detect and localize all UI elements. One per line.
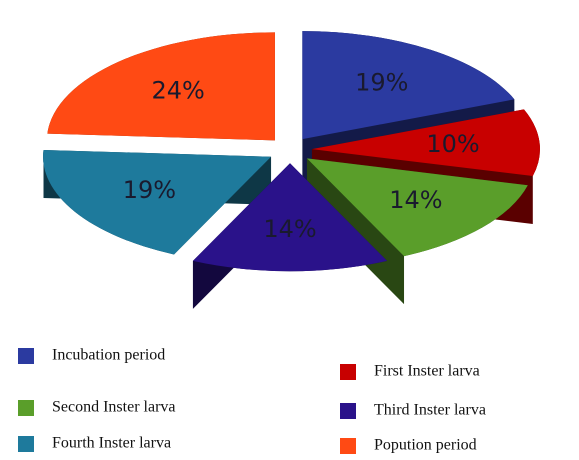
legend-swatch <box>340 364 356 380</box>
legend-label: Popution period <box>374 437 477 454</box>
legend-label: Third Inster larva <box>374 402 486 419</box>
legend-swatch <box>340 438 356 454</box>
data-label: 14% <box>389 186 442 214</box>
data-label: 19% <box>123 176 176 204</box>
legend-label: Second Inster larva <box>52 399 176 416</box>
data-label: 10% <box>426 130 479 158</box>
legend-swatch <box>18 436 34 452</box>
data-label: 14% <box>263 215 316 243</box>
slice <box>311 109 540 177</box>
data-label: 19% <box>355 69 408 97</box>
slice <box>302 31 515 140</box>
legend-label: Fourth Inster larva <box>52 435 171 452</box>
legend-swatch <box>18 400 34 416</box>
legend-label: First Inster larva <box>374 363 480 380</box>
slice <box>306 158 528 257</box>
legend-swatch <box>18 348 34 364</box>
legend-label: Incubation period <box>52 347 165 364</box>
slice <box>47 32 275 141</box>
data-label: 24% <box>152 77 205 105</box>
slice <box>192 163 388 272</box>
legend-swatch <box>340 403 356 419</box>
slice <box>43 149 272 255</box>
